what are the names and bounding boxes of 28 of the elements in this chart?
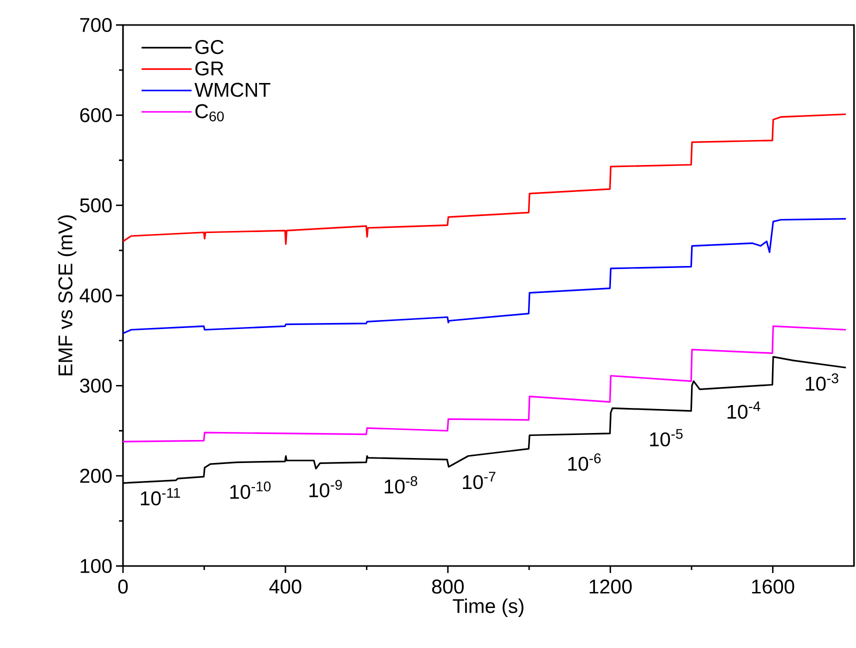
- y-tick-label: 200: [80, 468, 112, 483]
- legend-label: GC: [195, 40, 224, 54]
- y-tick-label: 400: [80, 288, 112, 303]
- annotation: 10$^{-9}$: [309, 480, 342, 498]
- annotation: 10$^{-5}$: [650, 429, 683, 446]
- x-axis-title: Time (s): [452, 598, 524, 618]
- x-tick-label: 1600: [752, 580, 794, 594]
- y-tick-label: 500: [80, 198, 112, 212]
- legend-label: WMCNT: [194, 82, 270, 97]
- x-tick-label: 800: [432, 580, 464, 594]
- annotation: 10$^{-3}$: [806, 373, 838, 391]
- annotation: 10$^{-4}$: [728, 402, 760, 419]
- legend-label: C$_{60}$: [195, 104, 224, 122]
- y-tick-label: 100: [80, 558, 112, 574]
- x-tick-label: 0: [118, 580, 128, 594]
- y-tick-label: 600: [80, 108, 112, 122]
- x-tick-label: 1200: [590, 580, 632, 594]
- y-axis-title: EMF vs SCE (mV): [58, 215, 76, 376]
- annotation: 10$^{-7}$: [462, 472, 496, 490]
- x-tick-label: 400: [269, 580, 302, 594]
- y-tick-label: 300: [80, 378, 112, 393]
- line-series: [123, 218, 847, 334]
- annotation: 10$^{-10}$: [230, 482, 271, 499]
- annotation: 10$^{-6}$: [568, 453, 601, 471]
- annotation: 10$^{-11}$: [140, 488, 180, 506]
- y-tick-label: 700: [80, 18, 112, 32]
- annotation: 10$^{-8}$: [384, 476, 418, 494]
- legend-label: GR: [195, 61, 224, 76]
